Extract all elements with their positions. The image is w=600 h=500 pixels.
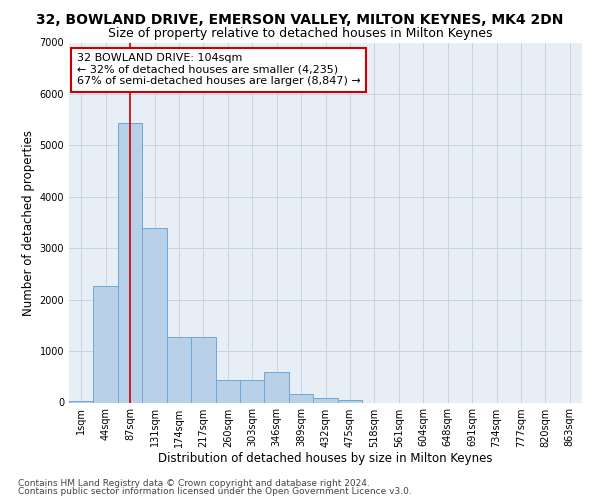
Bar <box>265 372 289 402</box>
Bar <box>191 337 215 402</box>
Bar <box>142 228 167 402</box>
Bar <box>69 401 94 402</box>
X-axis label: Distribution of detached houses by size in Milton Keynes: Distribution of detached houses by size … <box>158 452 493 466</box>
Bar <box>94 286 118 403</box>
Y-axis label: Number of detached properties: Number of detached properties <box>22 130 35 316</box>
Text: 32 BOWLAND DRIVE: 104sqm
← 32% of detached houses are smaller (4,235)
67% of sem: 32 BOWLAND DRIVE: 104sqm ← 32% of detach… <box>77 54 361 86</box>
Bar <box>338 400 362 402</box>
Text: 32, BOWLAND DRIVE, EMERSON VALLEY, MILTON KEYNES, MK4 2DN: 32, BOWLAND DRIVE, EMERSON VALLEY, MILTO… <box>37 12 563 26</box>
Bar <box>313 398 338 402</box>
Text: Contains public sector information licensed under the Open Government Licence v3: Contains public sector information licen… <box>18 487 412 496</box>
Bar <box>215 380 240 402</box>
Bar <box>167 337 191 402</box>
Text: Contains HM Land Registry data © Crown copyright and database right 2024.: Contains HM Land Registry data © Crown c… <box>18 478 370 488</box>
Bar <box>118 123 142 402</box>
Bar <box>240 380 265 402</box>
Bar <box>289 394 313 402</box>
Text: Size of property relative to detached houses in Milton Keynes: Size of property relative to detached ho… <box>108 28 492 40</box>
